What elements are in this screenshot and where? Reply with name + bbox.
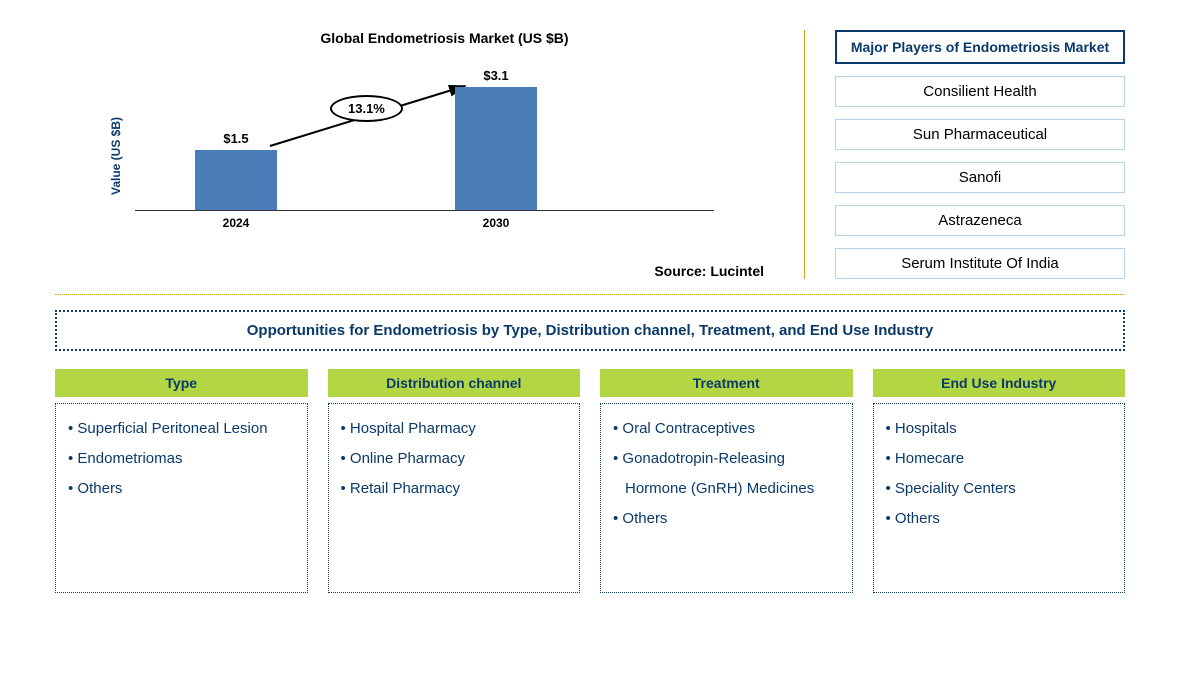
y-axis-label: Value (US $B): [109, 117, 123, 195]
chart-title: Global Endometriosis Market (US $B): [115, 30, 774, 46]
category-header: Treatment: [600, 369, 853, 397]
category-item: Hospital Pharmacy: [341, 414, 568, 444]
category-header: Type: [55, 369, 308, 397]
chart-panel: Global Endometriosis Market (US $B) Valu…: [55, 30, 805, 279]
category-item: Oral Contraceptives: [613, 414, 840, 444]
bar-value-label: $3.1: [483, 68, 508, 83]
category-item: Speciality Centers: [886, 474, 1113, 504]
player-box: Consilient Health: [835, 76, 1125, 107]
player-box: Serum Institute Of India: [835, 248, 1125, 279]
players-panel: Major Players of Endometriosis Market Co…: [835, 30, 1125, 279]
category-item: Superficial Peritoneal Lesion: [68, 414, 295, 444]
opportunities-header: Opportunities for Endometriosis by Type,…: [55, 310, 1125, 351]
category-column: Type Superficial Peritoneal LesionEndomet…: [55, 369, 308, 593]
chart-bar: $3.12030: [455, 87, 537, 210]
category-column: Treatment Oral ContraceptivesGonadotropin…: [600, 369, 853, 593]
chart-area: Value (US $B) 13.1% $1.52024$3.12030: [95, 71, 734, 241]
category-item: Others: [613, 504, 840, 534]
x-category-label: 2024: [223, 216, 250, 230]
player-box: Sun Pharmaceutical: [835, 119, 1125, 150]
category-item: Others: [886, 504, 1113, 534]
player-box: Astrazeneca: [835, 205, 1125, 236]
chart-bar: $1.52024: [195, 150, 277, 210]
category-item: Retail Pharmacy: [341, 474, 568, 504]
category-item: Gonadotropin-Releasing Hormone (GnRH) Me…: [613, 444, 840, 504]
category-body: Hospital PharmacyOnline PharmacyRetail P…: [328, 403, 581, 593]
category-column: Distribution channel Hospital PharmacyOnl…: [328, 369, 581, 593]
category-header: Distribution channel: [328, 369, 581, 397]
cagr-label: 13.1%: [330, 95, 403, 122]
category-body: Oral ContraceptivesGonadotropin-Releasin…: [600, 403, 853, 593]
category-item: Homecare: [886, 444, 1113, 474]
category-body: HospitalsHomecareSpeciality CentersOther…: [873, 403, 1126, 593]
player-box: Sanofi: [835, 162, 1125, 193]
category-item: Others: [68, 474, 295, 504]
category-body: Superficial Peritoneal LesionEndometriom…: [55, 403, 308, 593]
category-item: Hospitals: [886, 414, 1113, 444]
chart-source: Source: Lucintel: [654, 263, 764, 279]
category-column: End Use Industry HospitalsHomecareSpecial…: [873, 369, 1126, 593]
category-item: Endometriomas: [68, 444, 295, 474]
category-header: End Use Industry: [873, 369, 1126, 397]
chart-plot: 13.1% $1.52024 $3.12030: [135, 71, 714, 211]
categories-row: Type Superficial Peritoneal LesionEndomet…: [55, 369, 1125, 593]
bar-value-label: $1.5: [223, 131, 248, 146]
category-item: Online Pharmacy: [341, 444, 568, 474]
players-header: Major Players of Endometriosis Market: [835, 30, 1125, 64]
top-section: Global Endometriosis Market (US $B) Valu…: [55, 30, 1125, 295]
x-category-label: 2030: [483, 216, 510, 230]
